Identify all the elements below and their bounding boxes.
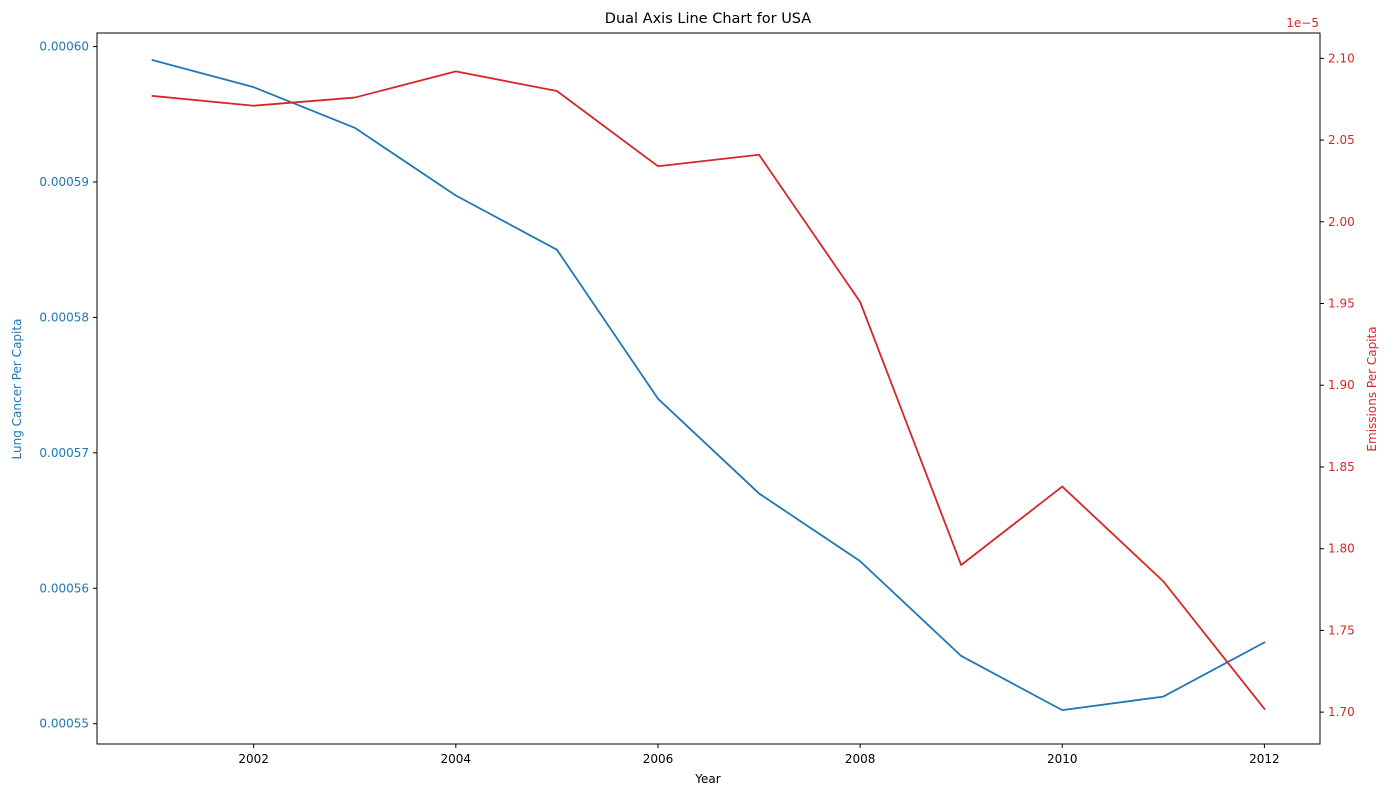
right-y-tick-label: 1.85 xyxy=(1328,460,1355,474)
x-tick-label: 2006 xyxy=(643,752,674,766)
left-axis-label: Lung Cancer Per Capita xyxy=(10,319,24,460)
right-y-tick-label: 2.10 xyxy=(1328,51,1355,65)
right-y-tick-label: 1.70 xyxy=(1328,705,1355,719)
emissions-series-line xyxy=(151,70,1266,711)
right-y-tick-label: 2.05 xyxy=(1328,133,1355,147)
left-y-tick-label: 0.00057 xyxy=(39,446,89,460)
x-tick-label: 2012 xyxy=(1249,752,1280,766)
right-y-tick-label: 1.80 xyxy=(1328,542,1355,556)
left-y-tick-label: 0.00059 xyxy=(39,175,89,189)
chart-title: Dual Axis Line Chart for USA xyxy=(605,11,811,27)
tick-layer: 2002 2004 2006 2008 2010 2012 0.00055 0.00056 0.… xyxy=(39,40,1354,766)
left-y-tick-label: 0.00058 xyxy=(39,310,89,324)
left-y-tick-label: 0.00060 xyxy=(39,40,89,54)
x-axis-label: Year xyxy=(694,772,720,786)
lung-cancer-series-line xyxy=(151,58,1266,712)
left-y-tick-label: 0.00056 xyxy=(39,581,89,595)
right-axis-offset-text: 1e−5 xyxy=(1286,16,1319,30)
right-y-tick-label: 1.95 xyxy=(1328,297,1355,311)
x-tick-label: 2008 xyxy=(845,752,876,766)
left-y-tick-label: 0.00055 xyxy=(39,717,89,731)
right-y-tick-label: 2.00 xyxy=(1328,215,1355,229)
right-y-tick-label: 1.90 xyxy=(1328,378,1355,392)
x-tick-label: 2004 xyxy=(441,752,472,766)
x-tick-label: 2002 xyxy=(238,752,269,766)
x-tick-label: 2010 xyxy=(1047,752,1078,766)
right-y-tick-label: 1.75 xyxy=(1328,623,1355,637)
right-axis-label: Emissions Per Capita xyxy=(1365,326,1379,451)
plot-frame xyxy=(96,32,1321,745)
series-layer xyxy=(151,58,1266,712)
